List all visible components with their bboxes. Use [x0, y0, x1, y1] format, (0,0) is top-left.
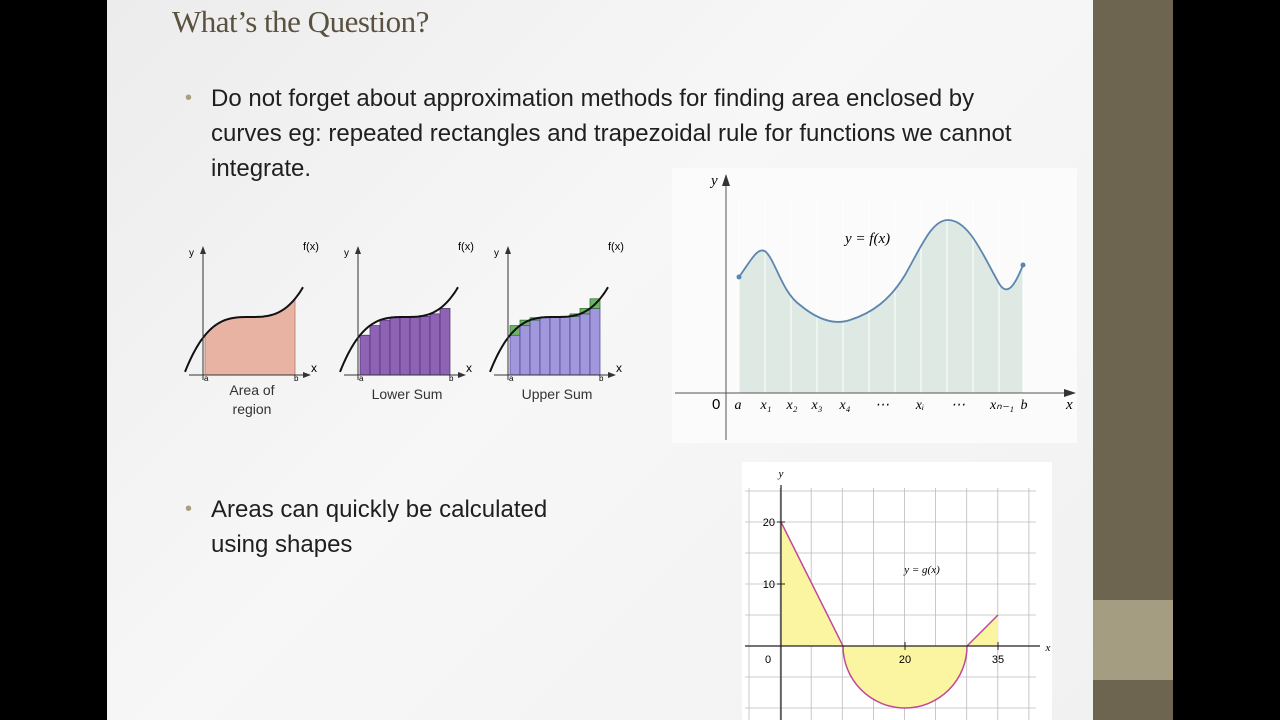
caption: region — [233, 401, 272, 417]
curve — [339, 286, 459, 373]
curve — [489, 286, 609, 373]
bullet-text: Do not forget about approximation method… — [211, 85, 1012, 182]
curve-label: y = g(x) — [903, 564, 940, 576]
origin-label: 0 — [765, 654, 771, 666]
bound-label: a — [359, 374, 364, 383]
y-tick-label: 20 — [763, 517, 775, 529]
arrow — [200, 246, 206, 254]
riemann-curve — [738, 219, 1024, 323]
curve-label: y = f(x) — [843, 231, 890, 247]
arrow — [505, 246, 511, 254]
y-tick-label: 10 — [763, 579, 775, 591]
axis-label: y — [778, 468, 784, 480]
caption: Upper Sum — [522, 386, 593, 402]
arrow — [1064, 389, 1076, 397]
curve-label: f(x) — [608, 241, 624, 253]
bound-label: a — [204, 374, 209, 383]
curve — [184, 286, 304, 373]
upper-rect — [529, 319, 541, 376]
lower-rect — [419, 315, 431, 376]
axis-label: x — [1045, 642, 1051, 654]
bound-label: b — [449, 374, 454, 383]
arrow — [608, 372, 616, 378]
x-label: a — [735, 398, 742, 413]
endpoint — [1020, 262, 1026, 268]
upper-rect — [509, 334, 521, 376]
sum-panel: y f(x) x a b Area of region — [184, 241, 319, 417]
arrow — [458, 372, 466, 378]
caption: Lower Sum — [372, 386, 443, 402]
x-label: b — [1021, 398, 1028, 413]
x-label: ⋯ — [875, 398, 889, 413]
axis-label: x — [466, 361, 472, 375]
x-label: x₁ — [759, 398, 771, 413]
upper-rect — [519, 325, 531, 376]
lower-rect — [429, 313, 441, 376]
side-block — [1093, 600, 1173, 680]
x-label: x₄ — [838, 398, 850, 413]
slide-title: What’s the Question? — [172, 4, 429, 39]
g-area — [781, 522, 998, 708]
axis-label: y — [709, 173, 718, 189]
x-label: x₃ — [810, 398, 822, 413]
axis-label: x — [616, 361, 622, 375]
bound-label: b — [294, 374, 299, 383]
x-label: x₂ — [785, 398, 797, 413]
upper-rect — [559, 316, 571, 376]
lower-rect — [399, 316, 411, 376]
g-curve — [780, 521, 999, 709]
bullet-text: Areas can quickly be calculated using sh… — [211, 496, 548, 558]
caption: Area of — [229, 382, 274, 398]
axis-label: x — [1065, 397, 1073, 413]
sum-panel: y f(x) x a b Lower Sum — [339, 241, 474, 402]
x-label: xᵢ — [915, 398, 924, 413]
upper-rect — [569, 315, 581, 376]
bullet-item: • Areas can quickly be calculated using … — [185, 492, 615, 567]
x-label: xₙ₋₁ — [989, 398, 1014, 413]
lower-rect — [439, 308, 451, 376]
sum-panel: y f(x) x a b Upper Sum — [489, 241, 624, 402]
riemann-fill — [739, 220, 1023, 393]
lower-rect — [369, 325, 381, 376]
axis-label: y — [189, 248, 194, 259]
origin-label: 0 — [712, 396, 720, 413]
lower-rect — [409, 316, 421, 376]
bullet-dot: • — [185, 87, 193, 109]
x-tick-label: 35 — [992, 654, 1004, 666]
axis-label: y — [494, 248, 499, 259]
upper-rect — [589, 308, 601, 376]
bullet-dot: • — [185, 498, 193, 520]
endpoint — [736, 274, 742, 280]
curve-label: f(x) — [458, 241, 474, 253]
arrow — [303, 372, 311, 378]
lower-rect — [389, 317, 401, 376]
x-label: ⋯ — [951, 398, 965, 413]
arrow — [355, 246, 361, 254]
axis-label: x — [311, 361, 317, 375]
bullet-item: • Do not forget about approximation meth… — [185, 81, 1045, 191]
upper-rect — [539, 317, 551, 376]
x-tick-label: 20 — [899, 654, 911, 666]
bound-label: b — [599, 374, 604, 383]
lower-rect — [359, 334, 371, 376]
curve-label: f(x) — [303, 241, 319, 253]
lower-rect — [379, 319, 391, 376]
axis-label: y — [344, 248, 349, 259]
arrow — [722, 174, 730, 186]
upper-rect — [579, 313, 591, 376]
upper-rect — [549, 316, 561, 376]
bound-label: a — [509, 374, 514, 383]
